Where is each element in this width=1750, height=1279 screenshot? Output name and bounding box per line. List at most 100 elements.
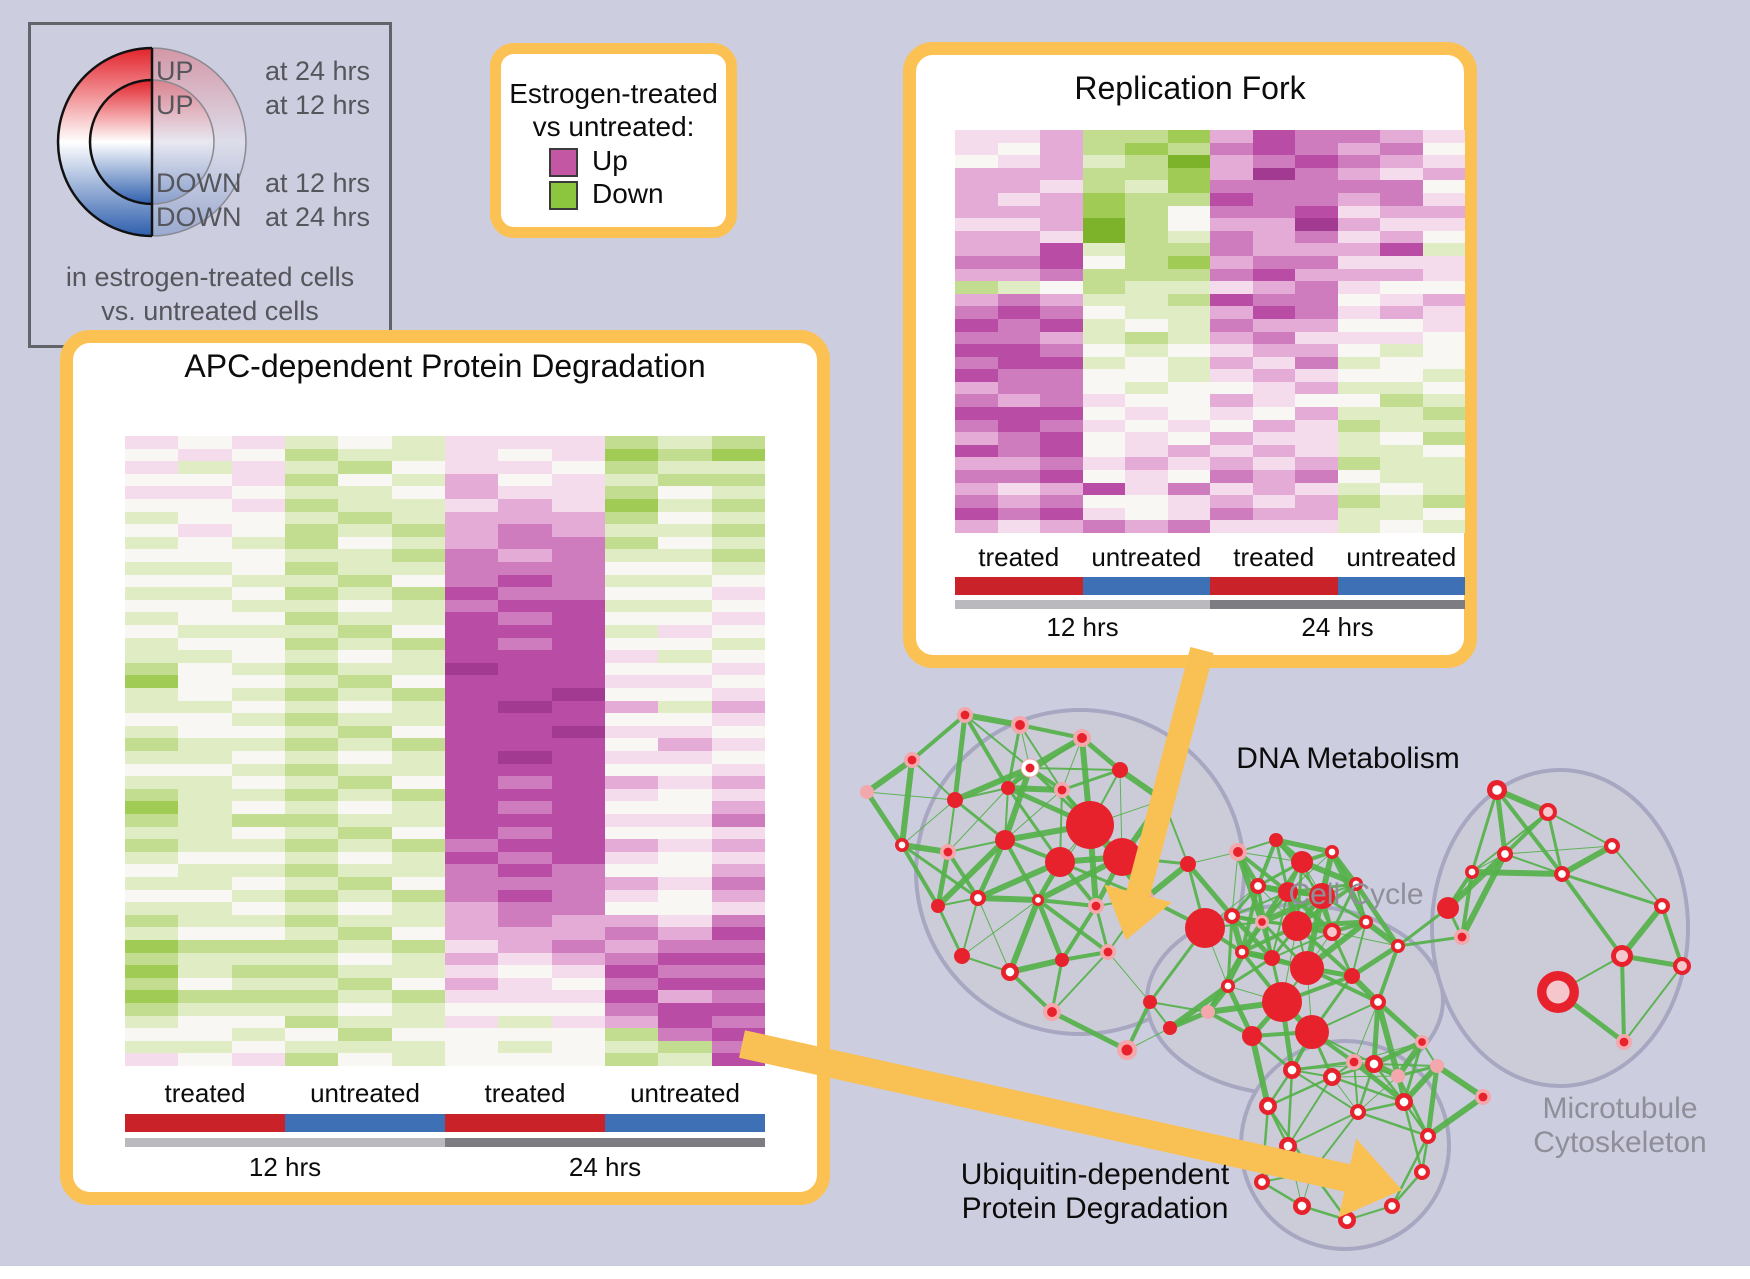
heatmap-cell bbox=[1167, 457, 1211, 471]
heatmap-cell bbox=[955, 243, 999, 257]
heatmap-cell bbox=[231, 524, 286, 538]
heatmap-cell bbox=[338, 851, 393, 865]
heatmap-cell bbox=[231, 738, 286, 752]
heatmap-cell bbox=[178, 448, 233, 462]
heatmap-cell bbox=[1082, 293, 1126, 307]
network-node-ring-center bbox=[1424, 1132, 1432, 1140]
heatmap-cell bbox=[338, 713, 393, 727]
network-edge bbox=[1460, 871, 1474, 938]
heatmap-cell bbox=[605, 587, 659, 601]
heatmap-cell bbox=[285, 952, 339, 966]
heatmap-cell bbox=[285, 990, 339, 1004]
heatmap-cell bbox=[551, 763, 606, 777]
heatmap-cell bbox=[338, 675, 393, 689]
heatmap-cell bbox=[711, 763, 765, 777]
network-edge bbox=[1006, 787, 1062, 863]
heatmap-cell bbox=[498, 1028, 553, 1042]
heatmap-cell bbox=[955, 130, 999, 144]
network-edge bbox=[1186, 862, 1234, 918]
network-edge bbox=[1271, 931, 1333, 959]
network-node-pale bbox=[1391, 1069, 1405, 1083]
network-node-solid bbox=[1055, 953, 1069, 967]
heatmap-cell bbox=[1167, 419, 1211, 433]
heatmap-cell bbox=[711, 940, 765, 954]
heatmap-cell bbox=[445, 877, 499, 891]
heatmap-cell bbox=[605, 1028, 659, 1042]
heatmap-cell bbox=[997, 381, 1041, 396]
heatmap-cell bbox=[1295, 230, 1339, 244]
heatmap-cell bbox=[231, 952, 286, 966]
heatmap-cell bbox=[285, 675, 339, 689]
color-legend-title-line2: vs untreated: bbox=[532, 111, 695, 142]
heatmap-cell bbox=[231, 864, 286, 878]
heatmap-cell bbox=[711, 927, 765, 941]
network-edge bbox=[1287, 1076, 1333, 1147]
network-edge bbox=[1660, 905, 1684, 967]
heatmap-cell bbox=[285, 473, 339, 487]
heatmap-cell bbox=[498, 902, 553, 916]
heatmap-cell bbox=[997, 394, 1041, 408]
heatmap-cell bbox=[1252, 457, 1296, 471]
heatmap-cell bbox=[1252, 230, 1296, 244]
heatmap-cell bbox=[178, 574, 233, 588]
heatmap-cell bbox=[178, 549, 233, 563]
heatmap-cell bbox=[498, 977, 553, 991]
heatmap-cell bbox=[658, 851, 713, 865]
heatmap-cell bbox=[1252, 318, 1296, 333]
heatmap-cell bbox=[178, 776, 233, 790]
heatmap-cell bbox=[1082, 318, 1126, 333]
heatmap-cell bbox=[1422, 344, 1465, 358]
heatmap-cell bbox=[1337, 218, 1381, 232]
heatmap-cell bbox=[391, 1028, 446, 1042]
heatmap-cell bbox=[658, 675, 713, 689]
heatmap-cell bbox=[711, 990, 765, 1004]
heatmap-cell bbox=[231, 940, 286, 954]
network-edge bbox=[899, 759, 915, 846]
heatmap-cell bbox=[1167, 381, 1211, 396]
heatmap-cell bbox=[711, 473, 765, 487]
network-edge bbox=[1004, 789, 1063, 841]
heatmap-cell bbox=[338, 914, 393, 928]
heatmap-cell bbox=[658, 511, 713, 525]
heatmap-cell bbox=[285, 599, 339, 613]
heatmap-cell bbox=[445, 612, 499, 626]
heatmap-cell bbox=[997, 482, 1041, 496]
network-edge bbox=[946, 850, 980, 900]
heatmap-cell bbox=[178, 902, 233, 916]
heatmap-cell bbox=[125, 524, 179, 538]
network-edge bbox=[1426, 1094, 1485, 1139]
heatmap-cell bbox=[1252, 520, 1296, 533]
heatmap-cell bbox=[338, 725, 393, 739]
heatmap-cell bbox=[338, 536, 393, 550]
heatmap-cell bbox=[955, 419, 999, 433]
network-edge bbox=[1050, 1009, 1129, 1053]
heatmap-cell bbox=[658, 877, 713, 891]
network-edge bbox=[1396, 1075, 1430, 1137]
heatmap-cell bbox=[711, 625, 765, 639]
heatmap-cell bbox=[125, 473, 179, 487]
heatmap-cell bbox=[498, 473, 553, 487]
heatmap-cell bbox=[1167, 130, 1211, 144]
heatmap-cell bbox=[231, 448, 286, 462]
heatmap-cell bbox=[605, 965, 659, 979]
heatmap-cell bbox=[231, 700, 286, 714]
heatmap-cell bbox=[445, 549, 499, 563]
network-edge bbox=[1547, 811, 1613, 847]
heatmap-cell bbox=[125, 927, 179, 941]
heatmap-cell bbox=[955, 394, 999, 408]
time-label: 12 hrs bbox=[248, 1152, 322, 1182]
network-edge bbox=[1035, 899, 1065, 961]
heatmap-cell bbox=[658, 637, 713, 651]
network-node-solid bbox=[1262, 982, 1302, 1022]
network-edge bbox=[1008, 970, 1054, 1014]
heatmap-cell bbox=[498, 713, 553, 727]
heatmap-cell bbox=[1210, 495, 1254, 509]
network-edge bbox=[977, 897, 1011, 973]
heatmap-cell bbox=[711, 814, 765, 828]
heatmap-cell bbox=[178, 788, 233, 802]
heatmap-cell bbox=[1125, 293, 1169, 307]
heatmap-cell bbox=[1422, 155, 1465, 169]
heatmap-cell bbox=[711, 524, 765, 538]
heatmap-cell bbox=[1380, 230, 1424, 244]
heatmap-cell bbox=[605, 524, 659, 538]
